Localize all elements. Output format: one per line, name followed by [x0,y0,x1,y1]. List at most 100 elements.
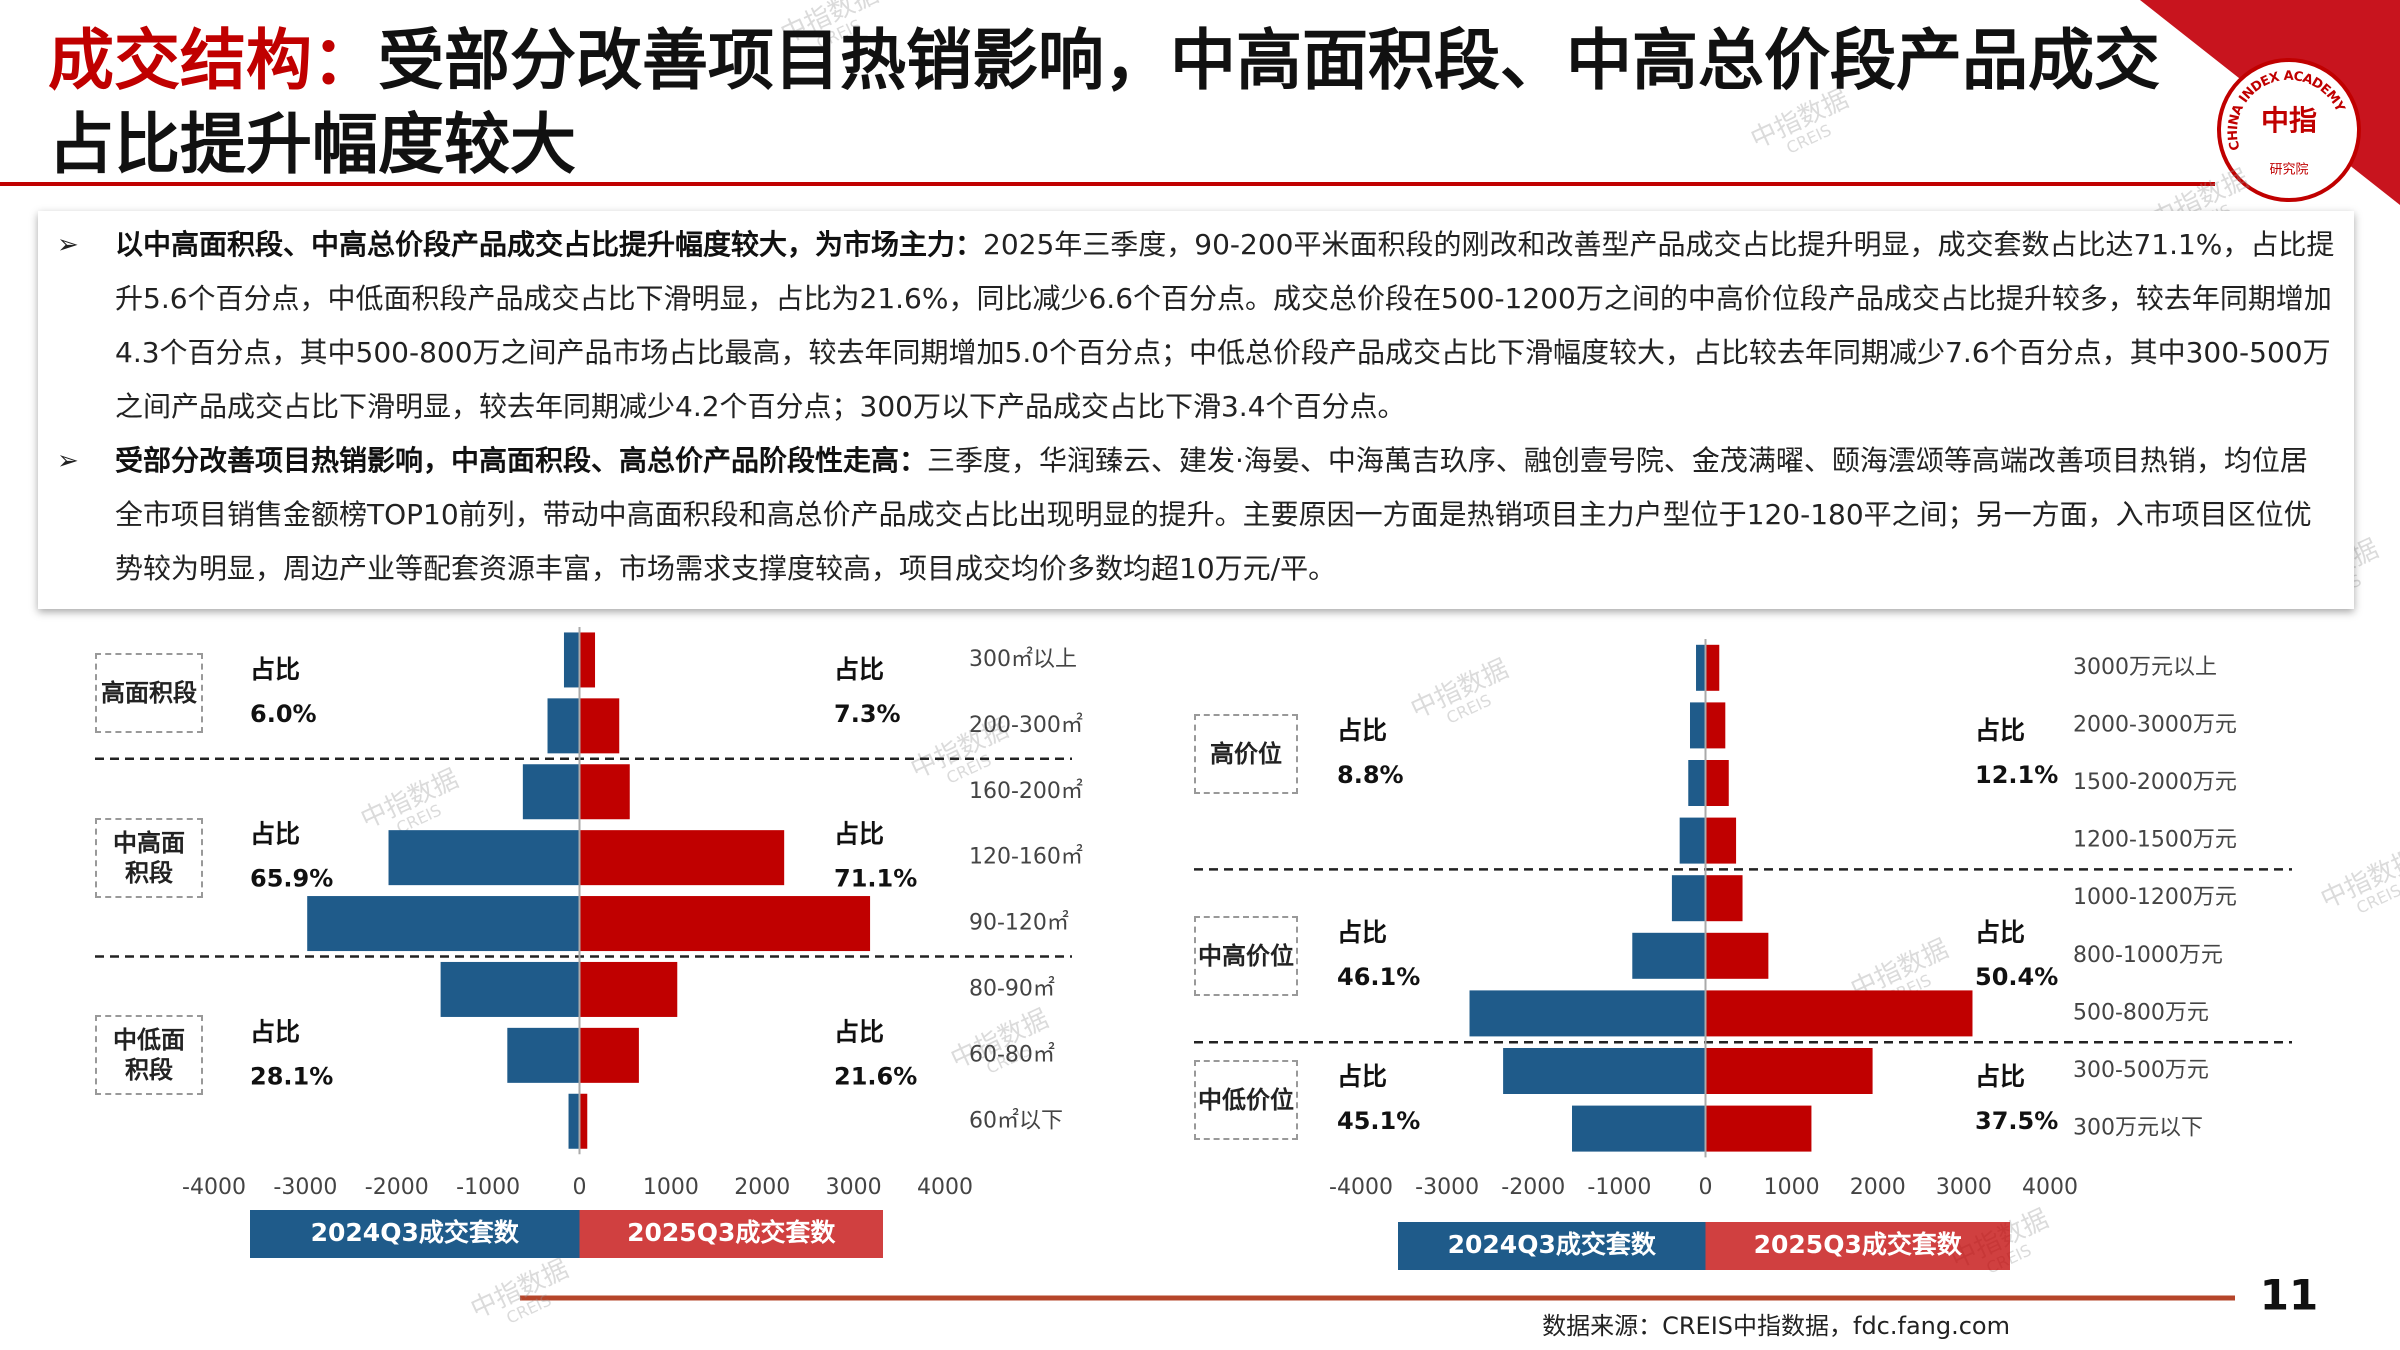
bullet-text: 2025年三季度，90-200平米面积段的刚改和改善型产品成交占比提升明显，成交… [115,228,2335,423]
legend-swatch [1398,1222,1706,1270]
category-label: 3000万元以上 [2073,655,2217,680]
share-value: 65.9% [250,865,333,893]
bar [547,698,580,754]
legend-swatch [250,1210,580,1258]
category-label: 120-160㎡ [969,844,1083,870]
x-tick-label: 4000 [917,1175,973,1200]
share-value: 50.4% [1975,963,2058,991]
bar [579,1093,588,1149]
x-tick-label: 3000 [1936,1175,1992,1200]
legend-label: 2024Q3成交套数 [1448,1230,1657,1259]
bar [1705,644,1720,691]
bar [1705,1048,1873,1094]
category-label: 2000-3000万元 [2073,712,2237,737]
bar [579,961,678,1017]
x-tick-label: -2000 [365,1175,429,1200]
bar [1696,644,1706,691]
share-value: 28.1% [250,1062,333,1090]
bar [1632,932,1706,979]
category-label: 200-300㎡ [969,712,1083,738]
x-tick-label: -4000 [182,1175,246,1200]
legend-swatch [579,1210,883,1258]
group-box-wrap: 中低价位 [1194,1059,1298,1140]
page-number: 11 [2260,1271,2318,1320]
bar [579,764,630,820]
title: 成交结构：受部分改善项目热销影响，中高面积段、中高总价段产品成交占比提升幅度较大 [48,19,2168,187]
share-title: 占比 [834,820,884,849]
x-tick-label: -1000 [1587,1175,1651,1200]
share-title: 占比 [1337,918,1387,947]
share-value: 6.0% [250,700,317,728]
share-value: 71.1% [834,865,917,893]
share-value: 45.1% [1337,1107,1420,1135]
x-tick-label: 0 [1699,1175,1713,1200]
bar [1671,875,1706,922]
bar [1705,1105,1812,1152]
category-label: 60-80㎡ [969,1041,1055,1067]
bar [1705,702,1726,749]
category-label: 1500-2000万元 [2073,770,2237,795]
bar [1679,817,1706,864]
bar [1689,702,1706,749]
x-tick-label: -1000 [456,1175,520,1200]
bar [579,698,620,754]
share-value: 46.1% [1337,963,1420,991]
share-value: 8.8% [1337,761,1404,789]
bar [1705,760,1729,806]
x-tick-label: 4000 [2022,1175,2078,1200]
x-tick-label: 3000 [826,1175,882,1200]
share-value: 37.5% [1975,1107,2058,1135]
category-label: 800-1000万元 [2073,943,2223,968]
x-tick-label: -2000 [1501,1175,1565,1200]
title-lead: 成交结构： [48,22,378,99]
bullet: 以中高面积段、中高总价段产品成交占比提升幅度较大，为市场主力：2025年三季度，… [57,218,2335,434]
share-title: 占比 [1975,1062,2025,1091]
group-label: 中高价位 [1194,915,1298,996]
bar [568,1093,580,1149]
bar [1503,1048,1706,1094]
group-label: 中低面积段 [95,1015,203,1096]
share-title: 占比 [250,1017,300,1046]
bullet-lead: 受部分改善项目热销影响，中高面积段、高总价产品阶段性走高： [115,444,928,477]
share-title: 占比 [250,655,300,684]
logo-sub: 研究院 [2269,163,2308,178]
category-label: 300万元以下 [2073,1116,2203,1141]
bar [1688,760,1706,806]
x-tick-label: -3000 [1415,1175,1479,1200]
group-label: 中高面积段 [95,817,203,898]
bar [579,830,785,886]
bar [579,632,596,688]
bar [563,632,580,688]
bullet-text: 三季度，华润臻云、建发·海晏、中海萬吉玖序、融创壹号院、金茂满曜、颐海澐颂等高端… [115,444,2312,585]
x-tick-label: 0 [573,1175,587,1200]
bar [388,830,580,886]
bar [579,1027,639,1083]
group-box-wrap: 中高面积段 [95,817,203,898]
category-label: 1000-1200万元 [2073,885,2237,910]
bar [522,764,580,820]
x-tick-label: 2000 [734,1175,790,1200]
bar [579,896,871,952]
share-value: 12.1% [1975,761,2058,789]
share-title: 占比 [1975,918,2025,947]
category-label: 300㎡以上 [969,646,1077,672]
group-label: 高价位 [1194,714,1298,795]
group-label: 高面积段 [95,652,203,733]
group-box-wrap: 中低面积段 [95,1015,203,1096]
bullet-lead: 以中高面积段、中高总价段产品成交占比提升幅度较大，为市场主力： [115,228,984,261]
group-label: 中低价位 [1194,1059,1298,1140]
legend-label: 2024Q3成交套数 [311,1218,520,1247]
bar [1705,932,1769,979]
bullet: 受部分改善项目热销影响，中高面积段、高总价产品阶段性走高：三季度，华润臻云、建发… [57,434,2335,596]
source: 数据来源：CREIS中指数据，fdc.fang.com [1542,1312,2010,1340]
category-label: 90-120㎡ [969,910,1069,936]
category-label: 300-500万元 [2073,1058,2209,1083]
bar [1469,990,1706,1037]
share-title: 占比 [834,655,884,684]
share-title: 占比 [834,1017,884,1046]
group-box-wrap: 中高价位 [1194,915,1298,996]
